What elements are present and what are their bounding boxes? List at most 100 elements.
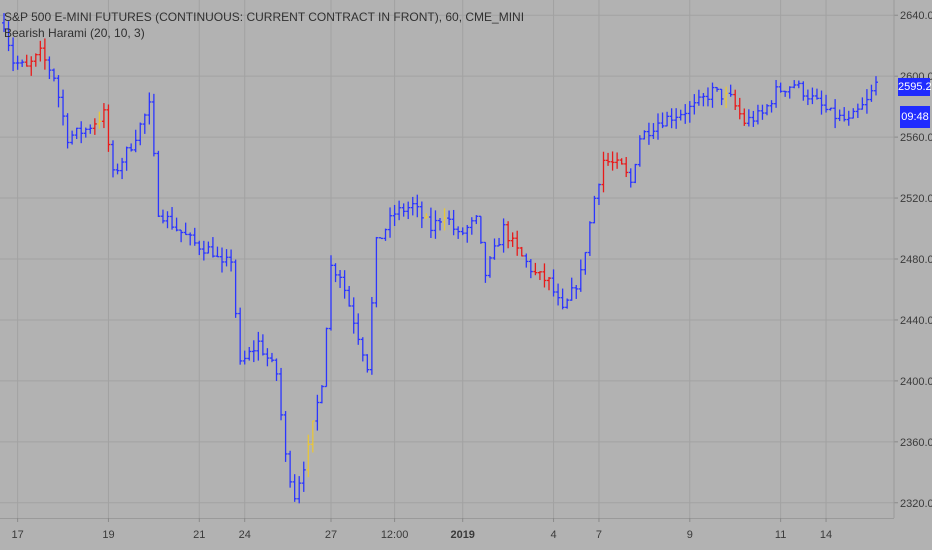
x-tick-label: 4 [550,529,556,541]
last-price: 2595.25 [898,81,932,93]
ohlc-bar [410,196,415,216]
ohlc-bar [297,476,302,504]
ohlc-bar [47,56,52,80]
ohlc-bar [596,183,601,206]
ohlc-bar [737,97,742,120]
ohlc-bar [487,256,492,278]
ohlc-bar [715,86,720,92]
y-axis: 2320.00 2360.00 2400.00 2440.00 2480.00 2520.… [893,0,932,518]
ohlc-bar [497,237,502,247]
ohlc-bar [79,121,84,144]
y-tick-label: 2320.00 [900,498,932,510]
ohlc-bar [124,146,129,171]
ohlc-bar [656,113,660,140]
ohlc-bar [692,94,697,115]
ohlc-bar [442,208,447,231]
ohlc-bar [165,211,170,229]
ohlc-bar [624,157,629,178]
x-tick-label: 2019 [450,529,474,541]
ohlc-bar [347,285,352,307]
ohlc-bar [129,143,134,152]
ohlc-bar [428,207,433,239]
ohlc-bar [406,201,411,220]
ohlc-bar [319,385,324,404]
last-price-tag: 2595.25 [898,78,932,96]
grid [0,0,894,518]
x-tick-label: 27 [325,529,337,541]
ohlc-bar [83,127,88,138]
ohlc-bar [24,54,29,67]
x-tick-label: 11 [775,529,786,541]
price-bars [2,13,878,504]
ohlc-bar [642,130,647,140]
ohlc-bar [11,37,16,72]
ohlc-bar [151,93,156,157]
y-tick-label: 2560.00 [900,132,932,144]
ohlc-bar [701,92,706,107]
ohlc-bar [610,151,615,171]
y-tick-label: 2360.00 [900,437,932,449]
ohlc-bar [537,271,542,281]
ohlc-bar [846,110,851,126]
ohlc-bar [755,104,760,125]
ohlc-bar [583,251,588,275]
ohlc-bar [360,337,365,362]
ohlc-bar [229,249,234,272]
ohlc-bar [438,218,442,231]
ohlc-bar [837,109,842,122]
ohlc-bar [733,89,738,111]
ohlc-bar [242,350,247,365]
ohlc-bar [556,283,561,306]
ohlc-bar [142,113,147,134]
ohlc-bar [183,222,188,236]
ohlc-bar [424,213,429,219]
ohlc-bar [160,209,165,224]
ohlc-bar [628,168,633,188]
ohlc-bar [528,259,533,279]
y-tick-label: 2400.00 [900,376,932,388]
chart-title: S&P 500 E-MINI FUTURES (CONTINUOUS: CURR… [4,10,525,24]
ohlc-bar [574,285,579,299]
ohlc-bar [615,152,620,169]
x-tick-label: 21 [193,529,205,541]
ohlc-bar [587,221,592,256]
indicator-label: Bearish Harami (20, 10, 3) [4,26,145,40]
ohlc-bar [120,157,125,180]
ohlc-bar [61,89,66,126]
ohlc-bar [456,226,461,239]
ohlc-bar [310,420,315,453]
ohlc-bar [15,55,20,70]
ohlc-bar [687,101,692,123]
ohlc-bar [665,111,670,127]
ohlc-bar [524,253,529,268]
x-tick-label: 7 [596,529,602,541]
ohlc-bar [819,90,824,115]
ohlc-bar [792,80,797,89]
ohlc-bar [233,259,238,318]
ohlc-bar [447,210,452,225]
ohlc-bar [633,163,638,184]
ohlc-bar [506,221,511,249]
ohlc-bar [115,163,120,175]
ohlc-bar [746,109,751,127]
ohlc-bar [70,130,75,145]
ohlc-bar [170,207,175,230]
ohlc-bar [6,21,11,52]
ohlc-bar [492,238,497,260]
ohlc-bar [801,81,806,101]
ohlc-bar [401,203,406,217]
x-tick-label: 24 [239,529,251,541]
ohlc-bar [292,474,297,502]
ohlc-bar [869,84,874,102]
ohlc-bar [660,112,665,129]
ohlc-bar [637,135,642,167]
ohlc-bar [333,263,338,283]
ohlc-bar [65,113,70,149]
x-tick-label: 12:00 [381,529,409,541]
ohlc-bar [179,229,184,243]
ohlc-bar [210,237,215,258]
ohlc-bar [2,13,6,33]
x-tick-label: 17 [12,529,24,541]
